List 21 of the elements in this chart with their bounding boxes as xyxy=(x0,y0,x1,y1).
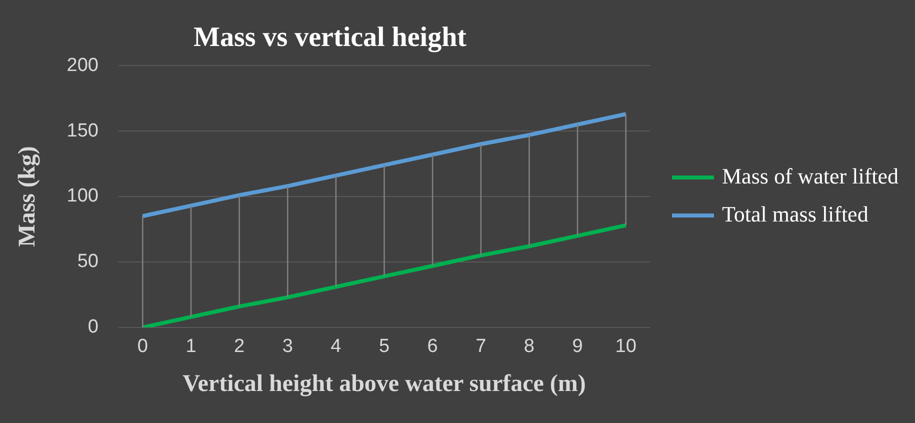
y-axis-title: Mass (kg) xyxy=(14,146,41,247)
x-tick-label: 2 xyxy=(234,336,245,358)
x-tick-label: 0 xyxy=(137,336,148,358)
x-tick-label: 9 xyxy=(572,336,583,358)
y-tick-label: 150 xyxy=(66,120,98,142)
x-axis-title: Vertical height above water surface (m) xyxy=(182,370,586,397)
x-tick-label: 5 xyxy=(378,336,390,358)
x-tick-label: 10 xyxy=(615,336,636,358)
legend-label: Mass of water lifted xyxy=(722,163,899,188)
y-tick-label: 50 xyxy=(77,251,98,272)
y-tick-label: 200 xyxy=(66,54,98,76)
chart-title: Mass vs vertical height xyxy=(194,22,468,54)
x-tick-label: 4 xyxy=(330,336,342,358)
x-tick-label: 3 xyxy=(282,336,293,358)
x-tick-label: 7 xyxy=(476,336,486,358)
x-tick-label: 1 xyxy=(186,336,196,358)
y-tick-label: 100 xyxy=(66,186,98,207)
legend-label: Total mass lifted xyxy=(722,201,868,226)
y-tick-label: 0 xyxy=(88,316,98,338)
x-tick-label: 8 xyxy=(524,336,534,358)
x-tick-label: 6 xyxy=(427,336,438,358)
